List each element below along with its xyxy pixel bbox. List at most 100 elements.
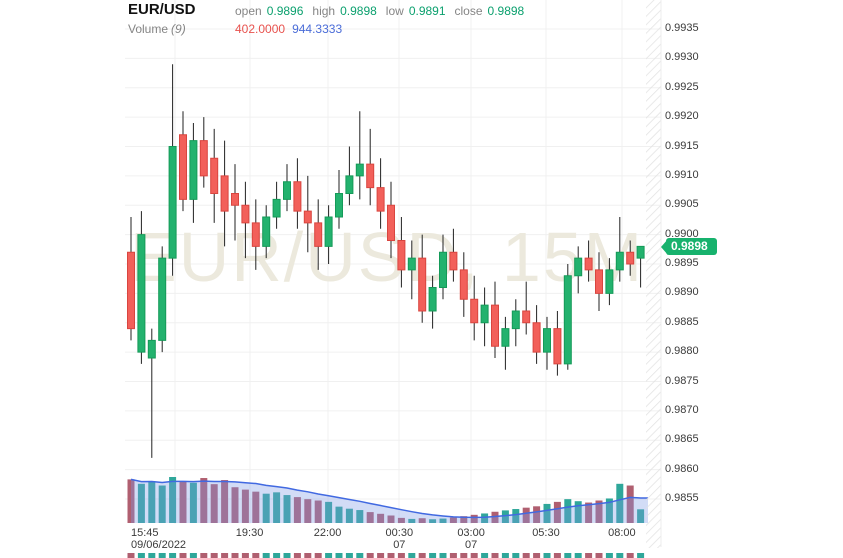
candle-body — [303, 210, 312, 224]
clipped-panel-bar — [262, 553, 270, 558]
candle-body — [241, 204, 250, 224]
candle-body — [615, 251, 624, 271]
time-axis-label: 08:00 — [608, 527, 636, 539]
clipped-panel-bar — [137, 553, 145, 558]
volume-bar — [189, 482, 197, 523]
volume-bar — [210, 484, 218, 523]
volume-label-text: Volume — [128, 22, 169, 36]
clipped-panel-bar — [512, 553, 520, 558]
clipped-panel-bar — [595, 553, 603, 558]
clipped-panel-bar — [283, 553, 291, 558]
clipped-panel-bar — [252, 553, 260, 558]
volume-bar — [491, 511, 499, 523]
volume-bar — [470, 514, 478, 523]
close-value: 0.9898 — [487, 4, 525, 18]
volume-bar — [241, 489, 249, 523]
candle-body — [626, 251, 635, 265]
candle-body — [335, 193, 343, 218]
volume-bar — [543, 503, 551, 523]
clipped-panel-bar — [616, 553, 624, 558]
price-axis-label: 0.9865 — [665, 433, 699, 446]
candle-body — [543, 328, 551, 353]
clipped-panel-bar — [637, 553, 645, 558]
candle-body — [439, 251, 447, 288]
clipped-panel-bar — [543, 553, 551, 558]
price-axis-label: 0.9925 — [665, 80, 699, 93]
volume-indicator-values: 402.0000 944.3333 — [235, 22, 342, 36]
price-axis-label: 0.9875 — [665, 374, 699, 387]
candle-body — [470, 298, 479, 324]
time-axis-label: 19:30 — [235, 527, 264, 539]
clipped-panel-bar — [574, 553, 582, 558]
price-axis-label: 0.9915 — [665, 139, 699, 152]
price-axis-label: 0.9855 — [665, 492, 699, 504]
volume-ma-line — [130, 478, 648, 519]
clipped-panel-bar — [366, 553, 374, 558]
volume-period: (9) — [171, 22, 186, 36]
clipped-panel-bar — [148, 553, 156, 558]
clipped-panel-bar — [158, 553, 166, 558]
volume-bar — [439, 518, 447, 523]
volume-bar — [501, 510, 509, 523]
candle-body — [532, 322, 541, 353]
candle-body — [272, 198, 281, 218]
clipped-panel-bar — [460, 553, 468, 558]
candle-body — [491, 304, 499, 347]
price-axis-label: 0.9930 — [665, 51, 699, 64]
clipped-panel-bar — [481, 553, 489, 558]
price-axis-label: 0.9905 — [665, 198, 699, 211]
price-axis-label: 0.9910 — [665, 168, 699, 181]
candle-body — [262, 216, 271, 247]
volume-bar — [574, 501, 582, 523]
clipped-panel-bar — [533, 553, 541, 558]
candle-body — [231, 193, 239, 206]
price-axis-label: 0.9880 — [665, 345, 699, 358]
candle-body — [387, 204, 395, 241]
volume-bar — [200, 478, 208, 523]
end-of-data-hatch — [646, 0, 661, 548]
high-value: 0.9898 — [340, 4, 377, 18]
clipped-panel-bar — [387, 553, 395, 558]
low-label: low — [385, 4, 404, 18]
clipped-panel-bar — [408, 553, 416, 558]
clipped-panel-bar — [273, 553, 281, 558]
volume-bar — [585, 502, 593, 523]
candle-body — [251, 222, 260, 247]
candle-body — [220, 175, 229, 212]
clipped-panel-bar — [564, 553, 572, 558]
candle-body — [210, 157, 219, 194]
volume-bar — [325, 501, 333, 523]
volume-bar — [283, 495, 291, 523]
clipped-panel-bar — [179, 553, 187, 558]
low-value: 0.9891 — [408, 4, 446, 18]
volume-bar — [408, 518, 416, 523]
candle-body — [449, 251, 458, 271]
volume-bar — [169, 477, 177, 523]
candle-body — [397, 240, 406, 271]
volume-bar — [304, 499, 312, 523]
time-axis-label: 05:30 — [532, 527, 560, 539]
clipped-panel-bar — [304, 553, 312, 558]
volume-bar — [449, 517, 457, 523]
clipped-panel-bar — [325, 553, 333, 558]
clipped-panel-bar — [429, 553, 437, 558]
volume-bar — [221, 480, 229, 523]
candle-body — [376, 187, 385, 212]
volume-bar — [314, 500, 322, 523]
candle-body — [605, 269, 614, 294]
candle-body — [189, 140, 198, 200]
volume-current-value: 402.0000 — [235, 22, 286, 36]
clipped-panel-bar — [491, 553, 499, 558]
volume-ma-value: 944.3333 — [292, 22, 343, 36]
clipped-panel-bar — [585, 553, 593, 558]
candle-body — [355, 163, 364, 177]
volume-bar — [626, 485, 634, 523]
time-axis-label: 00:30 — [385, 527, 414, 539]
candle-body — [199, 140, 208, 177]
clipped-panel-bar — [345, 553, 353, 558]
candle-body — [584, 257, 593, 271]
price-axis-label: 0.9895 — [665, 257, 699, 269]
volume-bar — [366, 512, 374, 523]
candle-body — [147, 339, 156, 359]
